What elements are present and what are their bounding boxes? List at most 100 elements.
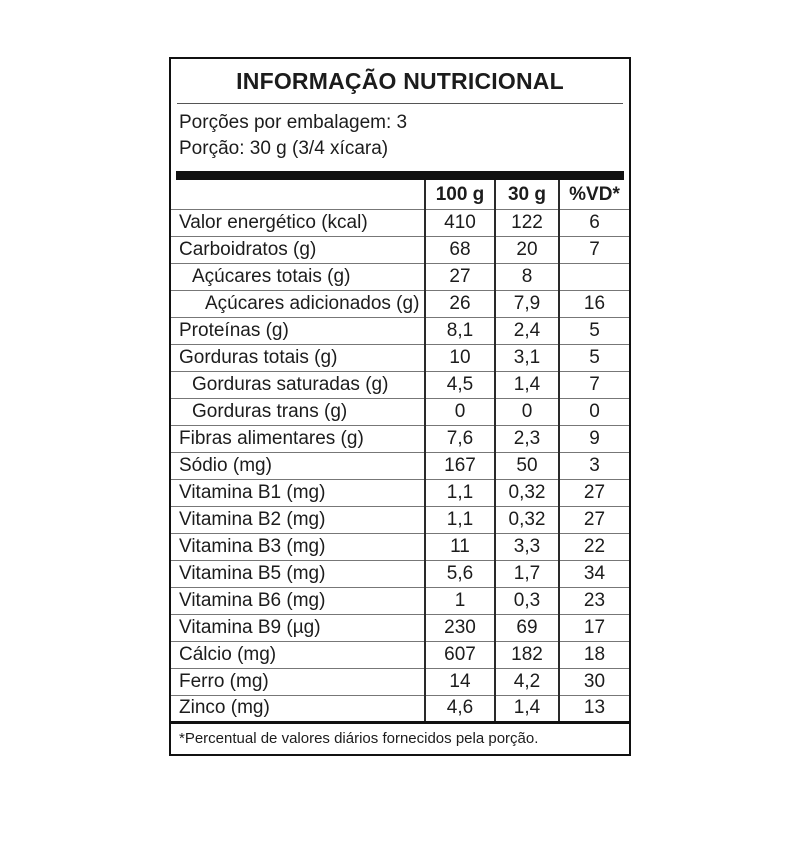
value-vd: 6	[558, 208, 629, 237]
value-vd: 0	[558, 397, 629, 426]
value-100g: 8,1	[424, 316, 495, 345]
table-body: Valor energético (kcal) 410 122 6 Carboi…	[171, 208, 629, 723]
value-100g: 26	[424, 289, 495, 318]
value-100g: 68	[424, 235, 495, 264]
value-vd: 9	[558, 424, 629, 453]
value-30g: 1,4	[494, 370, 559, 399]
value-100g: 4,6	[424, 694, 495, 723]
title-divider	[177, 103, 623, 104]
value-vd: 34	[558, 559, 629, 588]
nutrition-table: 100 g 30 g %VD* Valor energético (kcal) …	[171, 180, 629, 754]
value-30g: 69	[494, 613, 559, 642]
header-per-100g: 100 g	[424, 180, 495, 210]
servings-per-package: Porções por embalagem: 3	[179, 112, 408, 133]
nutrient-label: Vitamina B5 (mg)	[171, 559, 425, 588]
table-row: Vitamina B1 (mg) 1,1 0,32 27	[171, 478, 629, 507]
value-30g: 50	[494, 451, 559, 480]
value-100g: 11	[424, 532, 495, 561]
table-row: Fibras alimentares (g) 7,6 2,3 9	[171, 424, 629, 453]
value-100g: 0	[424, 397, 495, 426]
table-row: Gorduras saturadas (g) 4,5 1,4 7	[171, 370, 629, 399]
value-100g: 4,5	[424, 370, 495, 399]
table-row: Carboidratos (g) 68 20 7	[171, 235, 629, 264]
nutrient-label: Fibras alimentares (g)	[171, 424, 425, 453]
table-row: Vitamina B6 (mg) 1 0,3 23	[171, 586, 629, 615]
header-nutrient	[171, 180, 425, 209]
table-row: Sódio (mg) 167 50 3	[171, 451, 629, 480]
value-30g: 0,32	[494, 505, 559, 534]
serving-info: Porções por embalagem: 3 Porção: 30 g (3…	[171, 104, 629, 169]
table-row: Valor energético (kcal) 410 122 6	[171, 208, 629, 237]
value-100g: 10	[424, 343, 495, 372]
value-100g: 7,6	[424, 424, 495, 453]
nutrient-label: Zinco (mg)	[171, 694, 425, 723]
nutrient-label: Vitamina B3 (mg)	[171, 532, 425, 561]
nutrient-label: Gorduras saturadas (g)	[171, 370, 425, 399]
value-vd: 13	[558, 694, 629, 723]
value-vd: 23	[558, 586, 629, 615]
nutrient-label: Carboidratos (g)	[171, 235, 425, 264]
nutrient-label: Sódio (mg)	[171, 451, 425, 480]
serving-size: Porção: 30 g (3/4 xícara)	[179, 137, 389, 159]
value-vd: 18	[558, 640, 629, 669]
table-row: Cálcio (mg) 607 182 18	[171, 640, 629, 669]
value-vd: 3	[558, 451, 629, 480]
value-30g: 8	[494, 262, 559, 291]
table-row: Ferro (mg) 14 4,2 30	[171, 667, 629, 696]
table-header-row: 100 g 30 g %VD*	[171, 180, 629, 210]
nutrient-label: Proteínas (g)	[171, 316, 425, 345]
value-30g: 182	[494, 640, 559, 669]
value-100g: 607	[424, 640, 495, 669]
table-row: Vitamina B9 (µg) 230 69 17	[171, 613, 629, 642]
footnote-row: *Percentual de valores diários fornecido…	[171, 720, 629, 754]
footnote-text: *Percentual de valores diários fornecido…	[171, 720, 629, 754]
value-30g: 0	[494, 397, 559, 426]
header-per-30g: 30 g	[494, 180, 559, 210]
nutrient-label: Gorduras totais (g)	[171, 343, 425, 372]
value-vd: 16	[558, 289, 629, 318]
value-30g: 4,2	[494, 667, 559, 696]
value-vd: 17	[558, 613, 629, 642]
value-30g: 0,32	[494, 478, 559, 507]
value-vd: 22	[558, 532, 629, 561]
value-vd: 7	[558, 235, 629, 264]
table-row: Vitamina B5 (mg) 5,6 1,7 34	[171, 559, 629, 588]
table-row: Gorduras trans (g) 0 0 0	[171, 397, 629, 426]
value-30g: 2,4	[494, 316, 559, 345]
table-row: Proteínas (g) 8,1 2,4 5	[171, 316, 629, 345]
table-row: Vitamina B3 (mg) 11 3,3 22	[171, 532, 629, 561]
nutrient-label: Açúcares adicionados (g)	[171, 289, 425, 318]
value-vd: 27	[558, 478, 629, 507]
value-30g: 1,7	[494, 559, 559, 588]
value-30g: 20	[494, 235, 559, 264]
value-100g: 167	[424, 451, 495, 480]
value-vd: 27	[558, 505, 629, 534]
value-30g: 122	[494, 208, 559, 237]
value-100g: 27	[424, 262, 495, 291]
nutrition-facts-panel: INFORMAÇÃO NUTRICIONAL Porções por embal…	[169, 57, 631, 756]
value-100g: 1,1	[424, 505, 495, 534]
value-vd: 30	[558, 667, 629, 696]
nutrient-label: Vitamina B6 (mg)	[171, 586, 425, 615]
nutrient-label: Gorduras trans (g)	[171, 397, 425, 426]
nutrient-label: Vitamina B1 (mg)	[171, 478, 425, 507]
nutrient-label: Valor energético (kcal)	[171, 208, 425, 237]
value-vd: 5	[558, 343, 629, 372]
value-100g: 410	[424, 208, 495, 237]
value-vd: 5	[558, 316, 629, 345]
nutrient-label: Açúcares totais (g)	[171, 262, 425, 291]
value-30g: 3,3	[494, 532, 559, 561]
nutrient-label: Vitamina B2 (mg)	[171, 505, 425, 534]
value-100g: 1,1	[424, 478, 495, 507]
value-30g: 2,3	[494, 424, 559, 453]
value-30g: 3,1	[494, 343, 559, 372]
header-vd-percent: %VD*	[558, 180, 629, 210]
table-row: Gorduras totais (g) 10 3,1 5	[171, 343, 629, 372]
table-row: Zinco (mg) 4,6 1,4 13	[171, 694, 629, 723]
value-100g: 14	[424, 667, 495, 696]
nutrient-label: Ferro (mg)	[171, 667, 425, 696]
table-row: Açúcares adicionados (g) 26 7,9 16	[171, 289, 629, 318]
value-vd: 7	[558, 370, 629, 399]
panel-title: INFORMAÇÃO NUTRICIONAL	[236, 68, 564, 94]
value-100g: 230	[424, 613, 495, 642]
